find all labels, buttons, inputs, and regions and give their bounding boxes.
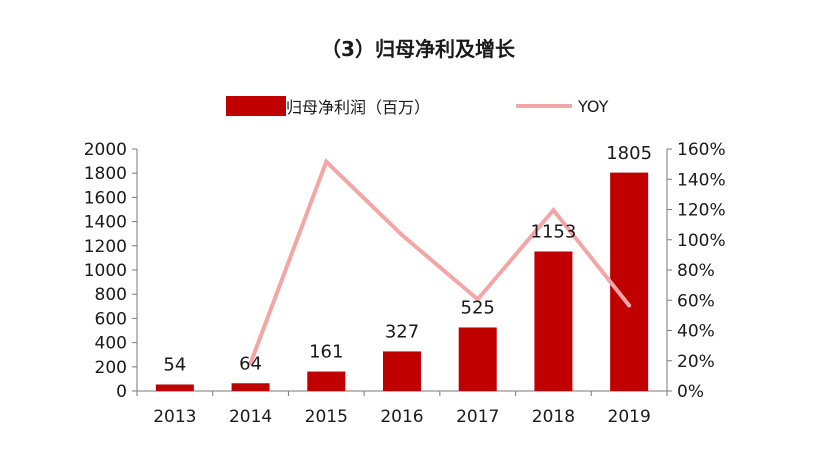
bar-2013 [155,384,194,391]
left-tick-label: 1200 [84,237,127,257]
bar-2019 [610,172,649,391]
legend: 归母净利润（百万） YOY [226,96,609,117]
bar-value-label-2019: 1805 [606,143,652,164]
right-tick-label: 60% [677,291,715,311]
left-tick-label: 2000 [84,140,127,160]
left-tick-label: 200 [95,358,127,378]
bar-value-label-2018: 1153 [531,221,577,242]
x-tick-label: 2014 [229,407,272,427]
bar-2017 [458,327,497,391]
yoy-point-2016 [400,233,404,238]
left-tick-label: 0 [116,382,127,402]
left-tick-label: 1400 [84,213,127,233]
x-axis: 2013 2014 2015 2016 2017 2018 2019 [136,390,668,427]
right-y-axis: 0% 20% 40% 60% 80% 100% 120% 140% 160% [666,140,726,402]
right-tick-label: 0% [677,382,704,402]
legend-bar-label: 归母净利润（百万） [286,98,430,117]
bar-2018 [534,251,573,391]
legend-bar-swatch [226,96,286,116]
left-tick-label: 800 [95,285,127,305]
left-tick-label: 1600 [84,188,127,208]
bar-value-label-2016: 327 [385,321,419,342]
bar-2016 [383,351,421,391]
x-tick-label: 2017 [456,407,499,427]
yoy-point-2017 [475,297,480,302]
bar-series [155,172,649,391]
left-tick-label: 400 [95,334,127,354]
right-tick-label: 80% [677,261,715,281]
data-labels: 54 64 161 327 525 1153 1805 [163,143,652,375]
yoy-point-2018 [551,208,556,213]
bar-value-label-2013: 54 [163,354,186,375]
yoy-point-2019 [627,303,632,308]
left-y-axis: 0 200 400 600 800 1000 1200 1400 1600 1800 2000 [84,140,138,402]
right-tick-label: 160% [677,140,726,160]
right-tick-label: 20% [677,352,715,372]
bar-2015 [307,371,346,391]
yoy-line-series [248,158,632,366]
yoy-line [248,158,631,364]
x-tick-label: 2013 [153,407,196,427]
right-tick-label: 120% [677,201,726,221]
bar-value-label-2017: 525 [461,297,495,318]
x-tick-label: 2016 [380,407,423,427]
right-tick-label: 140% [677,170,726,190]
left-tick-label: 1800 [84,164,127,184]
chart-title: （3）归母净利及增长 [321,37,516,61]
right-tick-label: 100% [677,231,726,251]
yoy-point-2015 [324,159,329,164]
left-tick-label: 1000 [84,261,127,281]
bar-2014 [231,383,270,391]
bar-value-label-2014: 64 [239,353,262,374]
left-tick-label: 600 [95,309,127,329]
x-tick-label: 2015 [305,407,348,427]
x-tick-label: 2018 [532,407,575,427]
yoy-point-2014 [248,361,253,366]
bar-value-label-2015: 161 [309,342,343,363]
legend-line-label: YOY [577,97,609,116]
x-tick-label: 2019 [608,407,651,427]
right-tick-label: 40% [677,322,715,342]
